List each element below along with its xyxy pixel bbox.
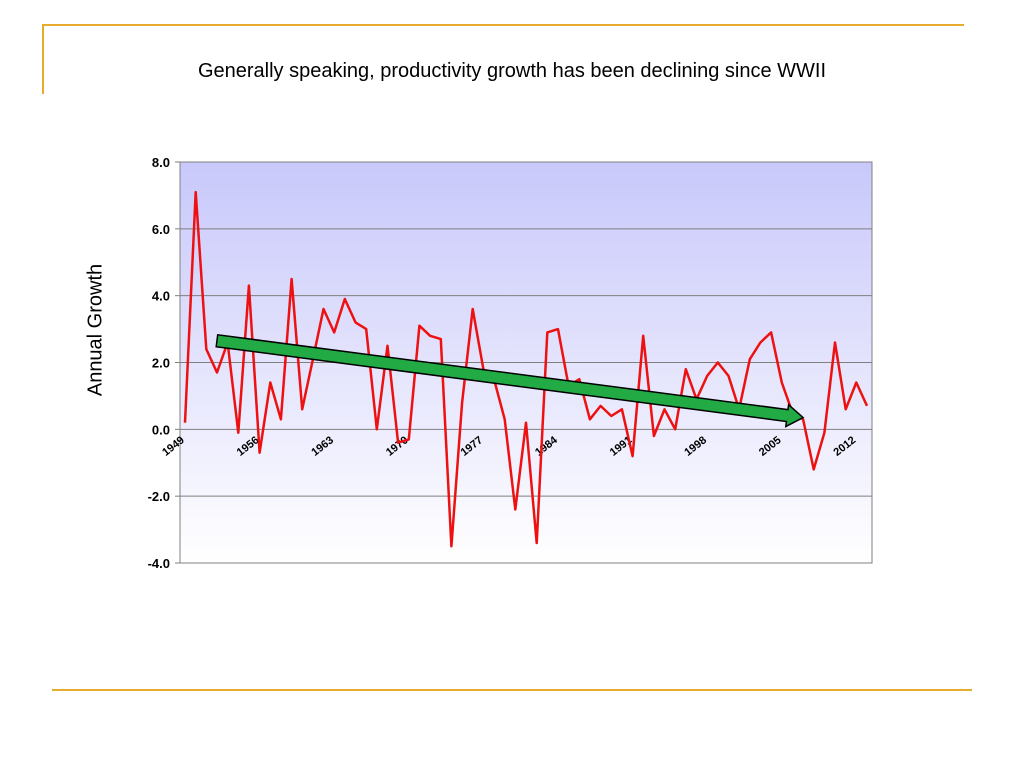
gridlines xyxy=(180,228,872,497)
y-tick-label: 8.0 xyxy=(152,155,170,170)
series-line xyxy=(183,190,869,548)
trend-arrow xyxy=(215,333,805,428)
y-tick-labels: 8.0 6.0 4.0 2.0 0.0 -2.0 -4.0 xyxy=(148,155,180,571)
slide-title: Generally speaking, productivity growth … xyxy=(197,60,827,82)
y-tick-label: 2.0 xyxy=(152,356,170,371)
series-line-0 xyxy=(183,190,869,548)
bottom-gold-rule xyxy=(52,689,972,691)
y-tick-label: 0.0 xyxy=(152,422,170,437)
y-tick-label: 6.0 xyxy=(152,222,170,237)
top-gold-rule xyxy=(42,24,964,26)
y-tick-label: -2.0 xyxy=(148,489,170,504)
trend-arrow-shape xyxy=(215,333,805,428)
left-gold-rule xyxy=(42,24,44,94)
y-tick-label: 4.0 xyxy=(152,289,170,304)
y-tick-label: -4.0 xyxy=(148,556,170,571)
